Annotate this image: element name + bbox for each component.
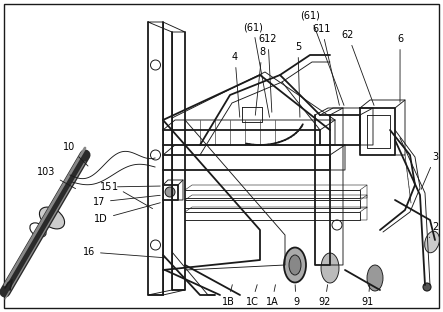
Circle shape xyxy=(165,187,175,197)
Text: 10: 10 xyxy=(63,142,88,166)
Text: 1D: 1D xyxy=(94,203,160,224)
Text: 15: 15 xyxy=(100,182,160,192)
Ellipse shape xyxy=(425,231,439,253)
Text: 5: 5 xyxy=(295,42,301,117)
Text: 16: 16 xyxy=(83,247,165,258)
Text: 4: 4 xyxy=(232,52,240,117)
Text: 62: 62 xyxy=(342,30,374,105)
Text: 91: 91 xyxy=(362,285,374,307)
Text: 611: 611 xyxy=(313,24,339,105)
Text: 1A: 1A xyxy=(266,285,278,307)
Text: 612: 612 xyxy=(259,34,277,112)
Ellipse shape xyxy=(284,247,306,282)
Text: 1C: 1C xyxy=(245,285,258,307)
Text: 17: 17 xyxy=(93,195,160,207)
Ellipse shape xyxy=(30,223,46,237)
Text: 92: 92 xyxy=(319,285,331,307)
Text: 8: 8 xyxy=(255,47,265,115)
Ellipse shape xyxy=(289,255,301,275)
Text: (61): (61) xyxy=(300,10,344,105)
Text: 1: 1 xyxy=(112,182,152,209)
Text: (61): (61) xyxy=(243,22,269,117)
Ellipse shape xyxy=(39,207,65,229)
Text: 3: 3 xyxy=(421,152,438,189)
Text: 9: 9 xyxy=(293,285,299,307)
Text: 1B: 1B xyxy=(222,285,234,307)
Ellipse shape xyxy=(367,265,383,291)
Circle shape xyxy=(423,283,431,291)
Text: 6: 6 xyxy=(397,34,403,102)
Text: 103: 103 xyxy=(37,167,76,189)
Ellipse shape xyxy=(321,253,339,283)
Text: 2: 2 xyxy=(429,222,438,237)
